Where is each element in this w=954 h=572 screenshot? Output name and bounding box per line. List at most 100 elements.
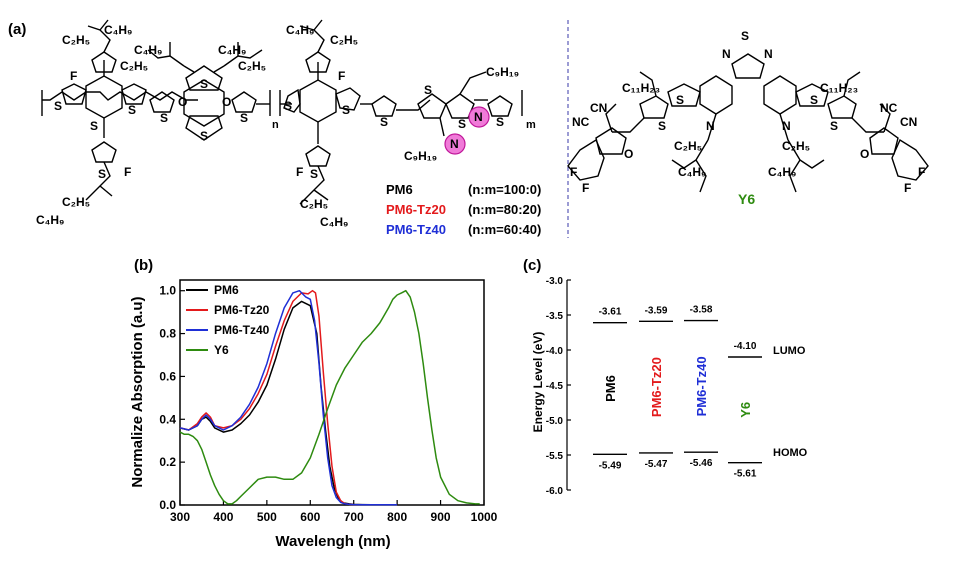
y-tick-label: 1.0	[159, 284, 176, 298]
atom-s: S	[380, 115, 388, 129]
energy-y-tick-label: -4.5	[546, 381, 564, 392]
x-tick-label: 700	[344, 510, 364, 524]
atom-cn: CN	[900, 115, 917, 129]
absorption-chart: (b) 300 400 500 600 700 800 900 1000 0.0 0.2 0.4 0.…	[129, 257, 498, 550]
y-tick-label: 0.6	[159, 369, 176, 383]
x-tick-label: 1000	[471, 510, 498, 524]
atom-c4h9: C₄H₉	[218, 43, 246, 57]
atom-c11h23: C₁₁H₂₃	[820, 81, 858, 95]
atom-c4h9: C₄H₉	[134, 43, 162, 57]
atom-s: S	[342, 103, 350, 117]
atom-f: F	[124, 165, 131, 179]
legend-label: PM6-Tz40	[214, 323, 270, 337]
homo-label: HOMO	[773, 447, 808, 459]
atom-n: N	[706, 119, 715, 133]
atom-nc: NC	[572, 115, 590, 129]
atom-c2h5: C₂H₅	[62, 33, 90, 47]
atom-s: S	[658, 119, 666, 133]
panel-label-c: (c)	[523, 257, 541, 274]
highlight-circle-n2	[444, 133, 466, 155]
homo-value-label: -5.46	[690, 458, 713, 469]
x-tick-label: 800	[387, 510, 407, 524]
legend-pm6-ratio: (n:m=100:0)	[468, 182, 541, 197]
lumo-value-label: -4.10	[734, 341, 757, 352]
legend-pm6tz40-ratio: (n:m=60:40)	[468, 222, 541, 237]
atom-s: S	[676, 93, 684, 107]
lumo-value-label: -3.58	[690, 305, 713, 316]
atom-f: F	[918, 165, 925, 179]
atom-c2h5: C₂H₅	[238, 59, 266, 73]
atom-f: F	[570, 165, 577, 179]
atom-cn: CN	[590, 101, 607, 115]
legend-label: Y6	[214, 343, 229, 357]
atom-c9h19: C₉H₁₉	[486, 65, 519, 79]
absorption-series	[179, 289, 480, 506]
series-line-pm6-tz40	[179, 289, 398, 506]
energy-y-tick-label: -5.5	[546, 451, 564, 462]
legend-pm6tz20-name: PM6-Tz20	[386, 202, 446, 217]
atom-c4h9: C₄H₉	[320, 215, 348, 229]
energy-y-tick-label: -3.5	[546, 311, 564, 322]
energy-y-tick-label: -3.0	[546, 276, 564, 287]
x-tick-label: 300	[170, 510, 190, 524]
atom-n: N	[722, 47, 731, 61]
y-tick-label: 0.8	[159, 327, 176, 341]
x-tick-label: 500	[257, 510, 277, 524]
atom-n: N	[450, 137, 459, 151]
x-tick-label: 600	[300, 510, 320, 524]
atom-c2h5: C₂H₅	[330, 33, 358, 47]
atom-c11h23: C₁₁H₂₃	[622, 81, 660, 95]
atom-s: S	[54, 99, 62, 113]
y-tick-label: 0.4	[159, 412, 176, 426]
subscript-n: n	[272, 119, 279, 131]
atom-s: S	[90, 119, 98, 133]
atom-c4h9: C₄H₉	[286, 23, 314, 37]
energy-y-axis-label: Energy Level (eV)	[531, 332, 545, 433]
atom-n: N	[782, 119, 791, 133]
atom-f: F	[904, 181, 911, 195]
atom-c2h5: C₂H₅	[782, 139, 810, 153]
atom-s: S	[160, 111, 168, 125]
atom-s: S	[284, 99, 292, 113]
material-name-label: PM6-Tz20	[649, 357, 664, 417]
legend-label: PM6	[214, 283, 239, 297]
atom-o: O	[222, 95, 231, 109]
absorption-legend: PM6 PM6-Tz20 PM6-Tz40 Y6	[186, 283, 270, 357]
absorption-axes: 300 400 500 600 700 800 900 1000 0.0 0.2 0.4 0.6 0.8…	[159, 279, 498, 524]
atom-s: S	[240, 111, 248, 125]
subscript-m: m	[526, 119, 536, 131]
atom-c9h19: C₉H₁₉	[404, 149, 437, 163]
panel-label-a: (a)	[8, 21, 26, 38]
chemical-structures-panel: (a) C₂H₅ C₄H₉ F S S S S F C₂H₅ C₄H₉ C₄H₉…	[8, 19, 929, 238]
atom-s: S	[458, 117, 466, 131]
series-line-y6	[179, 289, 480, 505]
atom-o: O	[860, 147, 869, 161]
atom-c2h5: C₂H₅	[300, 197, 328, 211]
atom-c4h9: C₄H₉	[36, 213, 64, 227]
atom-s: S	[424, 83, 432, 97]
atom-s: S	[98, 167, 106, 181]
atom-f: F	[582, 181, 589, 195]
atom-s: S	[310, 167, 318, 181]
atom-f: F	[70, 69, 77, 83]
series-line-pm6-tz20	[179, 289, 398, 506]
homo-value-label: -5.47	[645, 459, 668, 470]
atom-f: F	[338, 69, 345, 83]
x-tick-label: 900	[431, 510, 451, 524]
atom-s: S	[830, 119, 838, 133]
legend-pm6tz20-ratio: (n:m=80:20)	[468, 202, 541, 217]
material-name-label: PM6	[603, 375, 618, 402]
energy-axes: -3.0 -3.5 -4.0 -4.5 -5.0 -5.5 -6.0	[546, 276, 571, 497]
x-axis-label: Wavelengh (nm)	[275, 533, 390, 550]
atom-c4h9: C₄H₉	[768, 165, 796, 179]
legend-pm6-name: PM6	[386, 182, 413, 197]
legend-label: PM6-Tz20	[214, 303, 270, 317]
atom-o: O	[178, 95, 187, 109]
atom-f: F	[296, 165, 303, 179]
atom-c2h5: C₂H₅	[674, 139, 702, 153]
atom-c4h9: C₄H₉	[104, 23, 132, 37]
energy-y-tick-label: -4.0	[546, 346, 564, 357]
atom-n: N	[764, 47, 773, 61]
atom-n: N	[474, 110, 483, 124]
y-tick-label: 0.0	[159, 498, 176, 512]
